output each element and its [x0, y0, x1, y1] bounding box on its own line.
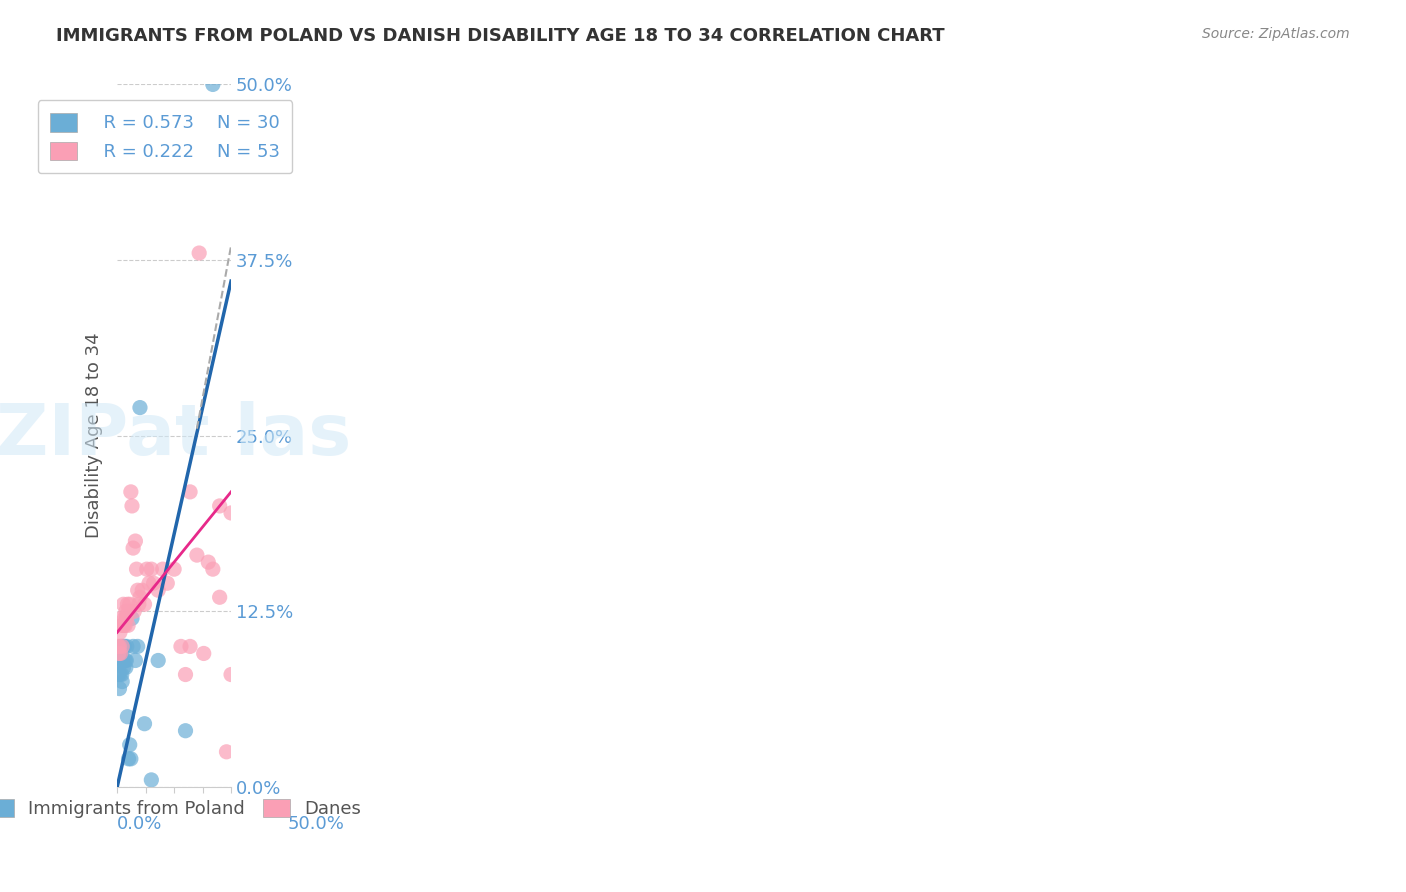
Point — [112, 618, 135, 632]
Point — [219, 506, 242, 520]
Point — [163, 562, 186, 576]
Point — [122, 541, 145, 555]
Point — [128, 597, 150, 611]
Point — [124, 653, 146, 667]
Point — [129, 591, 152, 605]
Point — [115, 653, 138, 667]
Point — [107, 640, 129, 654]
Point — [110, 640, 132, 654]
Point — [118, 597, 141, 611]
Point — [193, 647, 215, 661]
Point — [125, 562, 148, 576]
Point — [117, 618, 139, 632]
Legend: Immigrants from Poland, Danes: Immigrants from Poland, Danes — [0, 789, 371, 827]
Point — [124, 534, 146, 549]
Point — [110, 647, 132, 661]
Text: IMMIGRANTS FROM POLAND VS DANISH DISABILITY AGE 18 TO 34 CORRELATION CHART: IMMIGRANTS FROM POLAND VS DANISH DISABIL… — [56, 27, 945, 45]
Y-axis label: Disability Age 18 to 34: Disability Age 18 to 34 — [86, 333, 103, 539]
Text: Source: ZipAtlas.com: Source: ZipAtlas.com — [1202, 27, 1350, 41]
Point — [215, 745, 238, 759]
Point — [156, 576, 179, 591]
Point — [111, 618, 134, 632]
Point — [115, 611, 138, 625]
Point — [115, 640, 138, 654]
Point — [127, 640, 149, 654]
Point — [120, 752, 142, 766]
Point — [110, 611, 132, 625]
Point — [117, 709, 139, 723]
Point — [138, 576, 160, 591]
Point — [131, 583, 153, 598]
Point — [118, 738, 141, 752]
Point — [114, 640, 136, 654]
Point — [108, 640, 131, 654]
Text: 0.0%: 0.0% — [117, 815, 163, 833]
Point — [152, 562, 174, 576]
Point — [122, 604, 145, 618]
Point — [108, 667, 131, 681]
Point — [111, 653, 134, 667]
Point — [174, 723, 197, 738]
Point — [186, 548, 208, 562]
Point — [121, 611, 143, 625]
Point — [121, 499, 143, 513]
Text: ZIPat las: ZIPat las — [0, 401, 352, 470]
Point — [108, 653, 131, 667]
Point — [208, 499, 231, 513]
Point — [188, 246, 211, 260]
Point — [115, 660, 138, 674]
Point — [112, 660, 135, 674]
Point — [108, 647, 131, 661]
Point — [170, 640, 193, 654]
Point — [111, 667, 134, 681]
Point — [111, 674, 134, 689]
Point — [107, 667, 129, 681]
Point — [208, 591, 231, 605]
Point — [141, 562, 163, 576]
Point — [114, 618, 136, 632]
Point — [179, 640, 201, 654]
Point — [108, 625, 131, 640]
Point — [127, 583, 149, 598]
Point — [120, 484, 142, 499]
Point — [219, 667, 242, 681]
Point — [134, 597, 156, 611]
Point — [117, 752, 139, 766]
Point — [114, 611, 136, 625]
Point — [148, 653, 170, 667]
Point — [112, 640, 135, 654]
Point — [142, 576, 165, 591]
Point — [174, 667, 197, 681]
Point — [135, 562, 157, 576]
Point — [117, 604, 139, 618]
Point — [112, 597, 135, 611]
Point — [110, 653, 132, 667]
Point — [117, 597, 139, 611]
Point — [201, 562, 224, 576]
Text: 50.0%: 50.0% — [288, 815, 344, 833]
Point — [197, 555, 219, 569]
Point — [111, 618, 134, 632]
Point — [114, 653, 136, 667]
Point — [134, 716, 156, 731]
Point — [115, 611, 138, 625]
Point — [115, 604, 138, 618]
Point — [141, 772, 163, 787]
Point — [129, 401, 152, 415]
Point — [179, 484, 201, 499]
Point — [148, 583, 170, 598]
Point — [122, 640, 145, 654]
Point — [111, 640, 134, 654]
Point — [108, 681, 131, 696]
Point — [201, 78, 224, 92]
